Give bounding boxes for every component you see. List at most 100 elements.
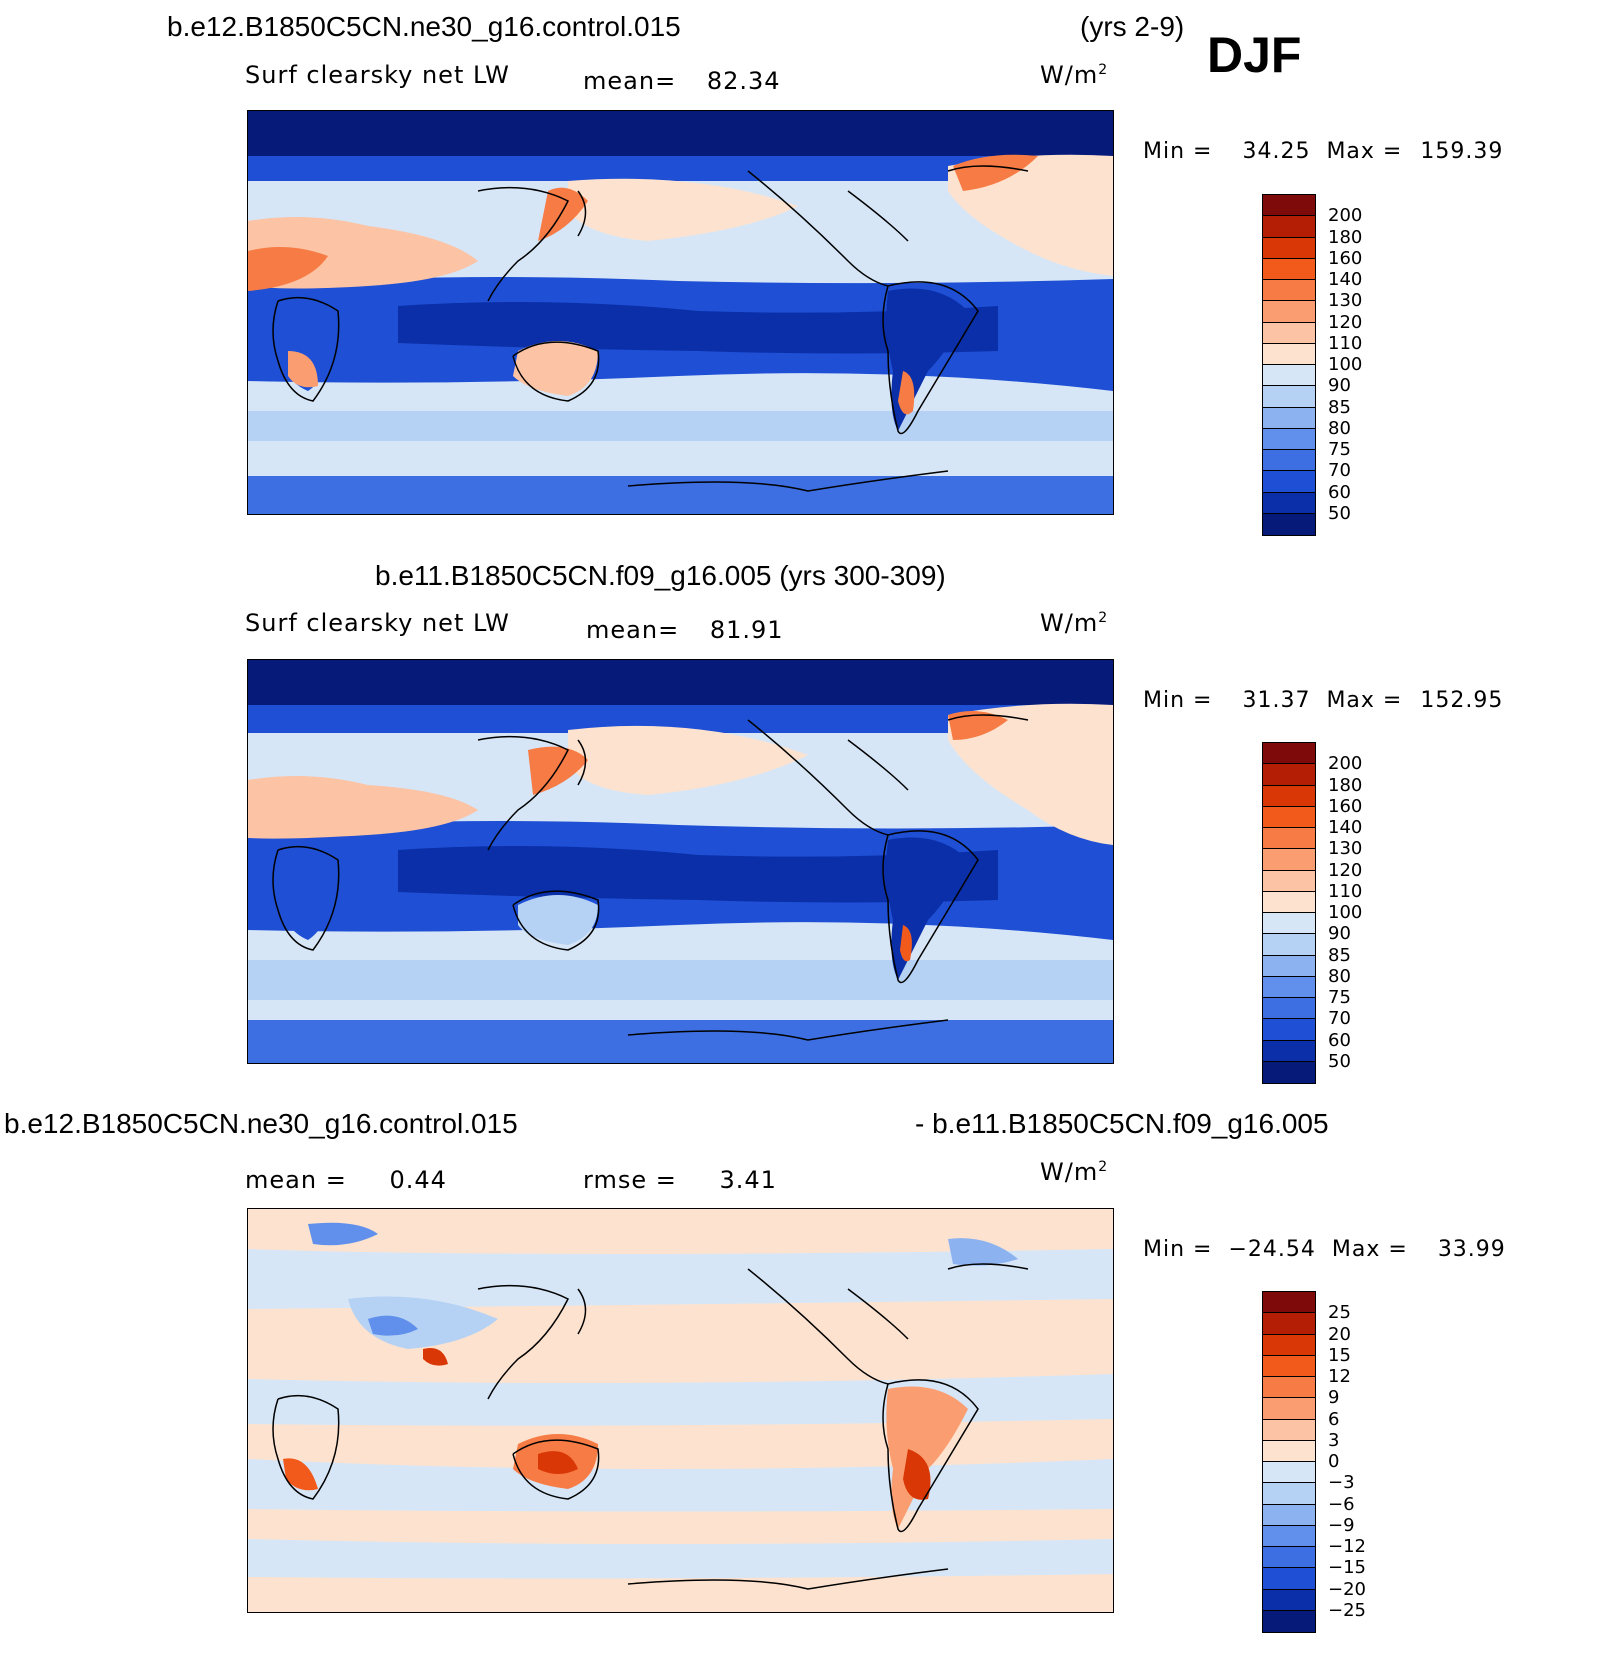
panel1-minmax: Min = 34.25 Max = 159.39 (1143, 139, 1504, 164)
colorbar-box (1263, 1377, 1315, 1399)
panel1-map-svg (248, 111, 1113, 514)
panel3-mean: mean = 0.44 (245, 1166, 447, 1194)
colorbar-box (1263, 1504, 1315, 1526)
colorbar-level-label: 85 (1328, 944, 1351, 966)
panel1-map (247, 110, 1114, 515)
colorbar-box (1263, 513, 1315, 535)
panel2-variable: Surf clearsky net LW (245, 609, 510, 637)
colorbar-level-label: 60 (1328, 1029, 1351, 1051)
colorbar-level-label: 90 (1328, 923, 1351, 945)
case1-title: b.e12.B1850C5CN.ne30_g16.control.015 (167, 11, 681, 42)
colorbar-box (1263, 1462, 1315, 1484)
colorbar-box (1263, 1292, 1315, 1314)
colorbar-box (1263, 1610, 1315, 1632)
colorbar-box (1263, 1398, 1315, 1420)
colorbar-level-label: −3 (1328, 1472, 1355, 1494)
panel2-minmax: Min = 31.37 Max = 152.95 (1143, 688, 1504, 713)
colorbar-box (1263, 450, 1315, 472)
panel3-units: W/m2 (1040, 1158, 1109, 1186)
panel2-mean: mean= 81.91 (586, 616, 784, 644)
colorbar-box (1263, 386, 1315, 408)
colorbar-box (1263, 1019, 1315, 1041)
colorbar-level-label: 80 (1328, 417, 1351, 439)
colorbar-box (1263, 1313, 1315, 1335)
colorbar-box (1263, 365, 1315, 387)
colorbar-box (1263, 471, 1315, 493)
colorbar-level-label: 110 (1328, 332, 1363, 354)
colorbar-box (1263, 1061, 1315, 1083)
colorbar-box (1263, 806, 1315, 828)
colorbar-box (1263, 785, 1315, 807)
colorbar-level-label: −9 (1328, 1514, 1355, 1536)
colorbar-box (1263, 1589, 1315, 1611)
colorbar-box (1263, 849, 1315, 871)
colorbar-level-label: 75 (1328, 987, 1351, 1008)
panel1-variable: Surf clearsky net LW (245, 61, 510, 89)
colorbar-box (1263, 870, 1315, 892)
colorbar-box (1263, 195, 1315, 217)
colorbar-level-label: −15 (1328, 1557, 1366, 1579)
colorbar-level-label: 120 (1328, 311, 1363, 333)
panel3-colorbar (1262, 1291, 1316, 1633)
panel3-title-left: b.e12.B1850C5CN.ne30_g16.control.015 (4, 1108, 518, 1139)
panel3-map (247, 1208, 1114, 1613)
colorbar-box (1263, 743, 1315, 765)
colorbar-level-label: −25 (1328, 1599, 1366, 1621)
colorbar-level-label: 0 (1328, 1451, 1340, 1472)
colorbar-level-label: 100 (1328, 354, 1363, 375)
colorbar-level-label: −6 (1328, 1493, 1355, 1515)
colorbar-box (1263, 934, 1315, 956)
colorbar-level-label: 6 (1328, 1408, 1340, 1430)
colorbar-box (1263, 428, 1315, 450)
panel3-rmse: rmse = 3.41 (583, 1166, 777, 1194)
colorbar-box (1263, 1525, 1315, 1547)
panel2-title: b.e11.B1850C5CN.f09_g16.005 (yrs 300-309… (375, 560, 946, 591)
colorbar-box (1263, 1334, 1315, 1356)
colorbar-box (1263, 1440, 1315, 1462)
colorbar-level-label: 180 (1328, 226, 1363, 248)
panel2-units: W/m2 (1040, 609, 1109, 637)
colorbar-box (1263, 998, 1315, 1020)
panel2-colorbar (1262, 742, 1316, 1084)
colorbar-level-label: 85 (1328, 396, 1351, 418)
panel3-mean-value: 0.44 (389, 1166, 447, 1194)
colorbar-box (1263, 322, 1315, 344)
colorbar-level-label: 160 (1328, 247, 1363, 269)
panel1-mean: mean= 82.34 (583, 67, 781, 95)
colorbar-level-label: 60 (1328, 481, 1351, 503)
colorbar-box (1263, 913, 1315, 935)
colorbar-level-label: 140 (1328, 817, 1363, 838)
colorbar-level-label: 200 (1328, 205, 1363, 227)
colorbar-level-label: 160 (1328, 795, 1363, 817)
colorbar-level-label: 50 (1328, 1050, 1351, 1072)
colorbar-level-label: 110 (1328, 880, 1363, 902)
colorbar-level-label: 15 (1328, 1344, 1351, 1366)
colorbar-level-label: 200 (1328, 753, 1363, 775)
colorbar-level-label: 140 (1328, 269, 1363, 290)
panel3-rmse-value: 3.41 (719, 1166, 777, 1194)
colorbar-level-label: 90 (1328, 375, 1351, 397)
panel1-colorbar (1262, 194, 1316, 536)
colorbar-box (1263, 955, 1315, 977)
panel2-map (247, 659, 1114, 1064)
colorbar-level-label: 75 (1328, 439, 1351, 460)
colorbar-box (1263, 407, 1315, 429)
colorbar-level-label: 100 (1328, 902, 1363, 923)
panel3-title-right: - b.e11.B1850C5CN.f09_g16.005 (915, 1108, 1329, 1139)
colorbar-level-label: 50 (1328, 502, 1351, 524)
colorbar-level-label: 70 (1328, 460, 1351, 482)
colorbar-box (1263, 1419, 1315, 1441)
panel1-mean-label: mean= (583, 67, 677, 95)
colorbar-box (1263, 828, 1315, 850)
colorbar-level-label: 120 (1328, 859, 1363, 881)
panel3-mean-label: mean = (245, 1166, 347, 1194)
colorbar-level-label: 12 (1328, 1366, 1351, 1387)
colorbar-box (1263, 280, 1315, 302)
colorbar-box (1263, 301, 1315, 323)
colorbar-box (1263, 891, 1315, 913)
panel2-mean-value: 81.91 (709, 616, 784, 644)
colorbar-box (1263, 1483, 1315, 1505)
colorbar-level-label: 3 (1328, 1429, 1340, 1451)
colorbar-level-label: 20 (1328, 1323, 1351, 1345)
colorbar-box (1263, 492, 1315, 514)
